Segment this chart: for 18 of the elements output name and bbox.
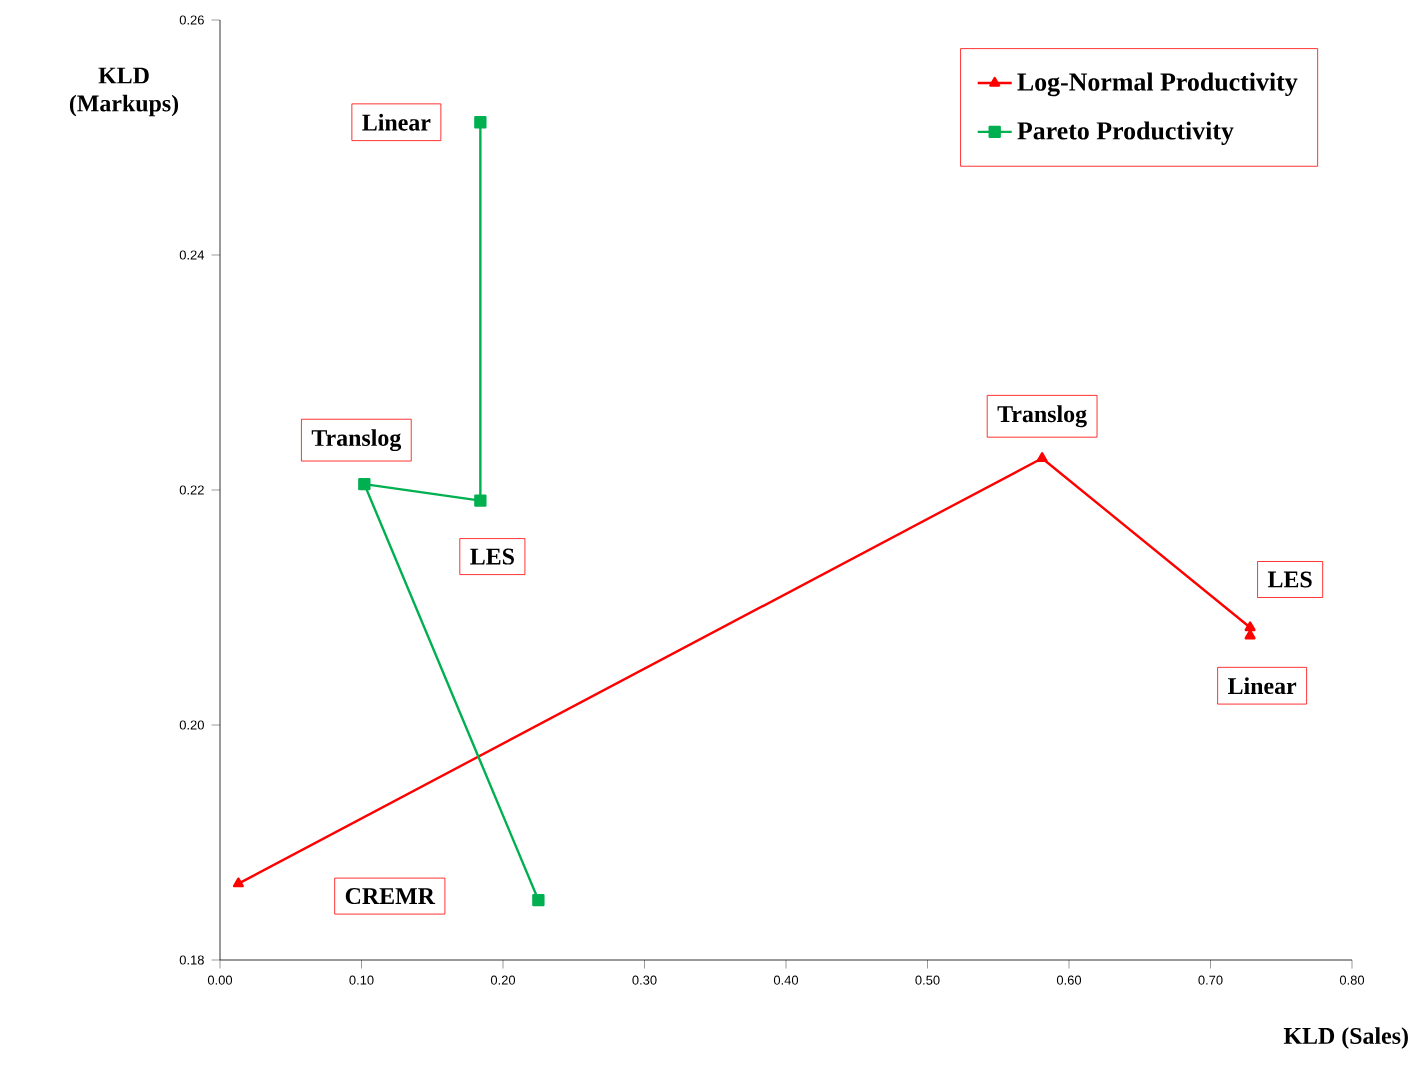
y-axis-title: KLD (Markups)	[69, 67, 179, 117]
annotation: Translog	[311, 429, 402, 452]
annotation: CREMR	[345, 888, 436, 905]
x-axis-title: KLD (Sales)	[1283, 1027, 1408, 1049]
point	[358, 477, 371, 491]
legend-label: Pareto Productivity	[1017, 121, 1234, 145]
point	[474, 116, 487, 129]
point	[1036, 452, 1048, 462]
annotation: Linear	[362, 113, 431, 131]
point	[232, 877, 244, 888]
annotation: Linear	[1227, 677, 1297, 695]
legend-label: Log-Normal Productivity	[1017, 72, 1298, 97]
annotation: Translog	[997, 405, 1087, 428]
annotation: LES	[470, 548, 514, 565]
annotation: LES	[1267, 571, 1312, 588]
point	[1244, 621, 1256, 632]
point	[532, 893, 545, 907]
point	[474, 494, 487, 507]
